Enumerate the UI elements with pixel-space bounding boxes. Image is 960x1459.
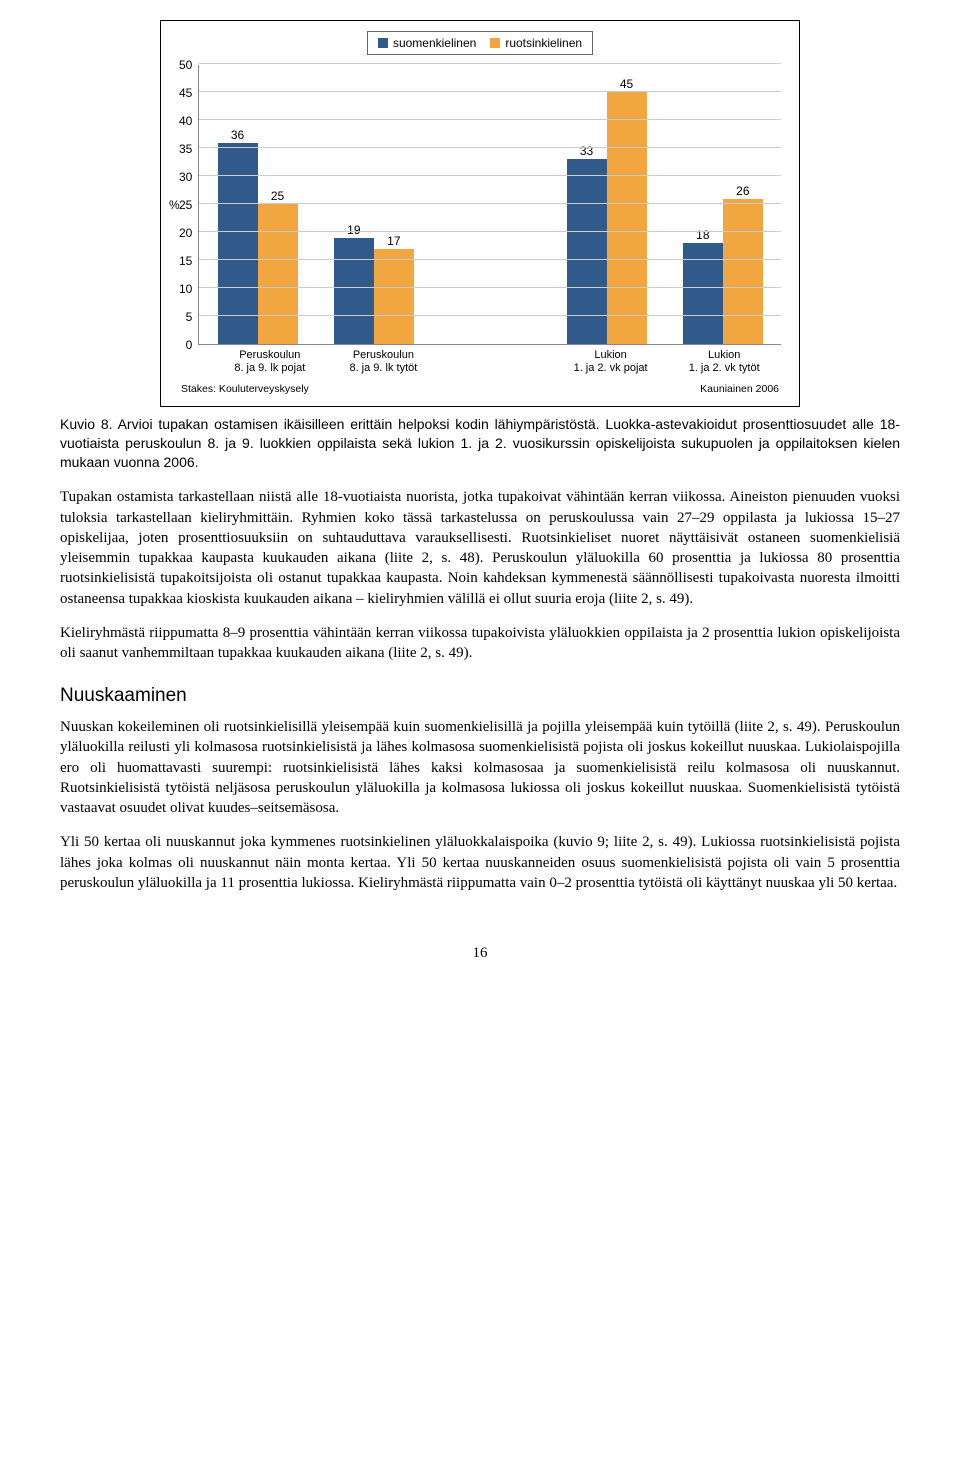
grid-line bbox=[199, 147, 781, 148]
x-tick-line: 1. ja 2. vk tytöt bbox=[667, 362, 781, 375]
chart-footer: Stakes: Kouluterveyskysely Kauniainen 20… bbox=[181, 382, 779, 396]
legend-label: suomenkielinen bbox=[393, 35, 476, 51]
chart-container: suomenkielinen ruotsinkielinen % 50454035… bbox=[160, 20, 800, 407]
bar-value-label: 18 bbox=[683, 227, 723, 243]
paragraph-3: Nuuskan kokeileminen oli ruotsinkielisil… bbox=[60, 717, 900, 818]
x-tick-line: Lukion bbox=[554, 349, 668, 362]
bar: 25 bbox=[258, 204, 298, 344]
legend-item: ruotsinkielinen bbox=[490, 35, 582, 51]
grid-line bbox=[199, 63, 781, 64]
bar: 19 bbox=[334, 238, 374, 344]
bar: 36 bbox=[218, 143, 258, 345]
bar-value-label: 45 bbox=[607, 76, 647, 92]
grid-line bbox=[199, 259, 781, 260]
x-tick-line: 8. ja 9. lk tytöt bbox=[327, 362, 441, 375]
bar-group: 3625 bbox=[199, 65, 315, 344]
bar-value-label: 19 bbox=[334, 222, 374, 238]
x-tick: Peruskoulun8. ja 9. lk tytöt bbox=[327, 349, 441, 375]
grid-line bbox=[199, 119, 781, 120]
bar-value-label: 25 bbox=[258, 188, 298, 204]
grid-line bbox=[199, 287, 781, 288]
bars-layer: 3625191733451826 bbox=[199, 65, 781, 344]
legend-swatch bbox=[378, 38, 388, 48]
figure-caption: Kuvio 8. Arvioi tupakan ostamisen ikäisi… bbox=[60, 415, 900, 472]
x-tick: Lukion1. ja 2. vk tytöt bbox=[667, 349, 781, 375]
plot-area: 3625191733451826 bbox=[198, 65, 781, 345]
x-tick-line: Peruskoulun bbox=[327, 349, 441, 362]
paragraph-1: Tupakan ostamista tarkastellaan niistä a… bbox=[60, 487, 900, 609]
x-tick: Peruskoulun8. ja 9. lk pojat bbox=[213, 349, 327, 375]
bar-group: 1917 bbox=[316, 65, 432, 344]
x-tick: Lukion1. ja 2. vk pojat bbox=[554, 349, 668, 375]
bar: 26 bbox=[723, 199, 763, 345]
legend-label: ruotsinkielinen bbox=[505, 35, 582, 51]
x-tick-line: Lukion bbox=[667, 349, 781, 362]
x-axis: Peruskoulun8. ja 9. lk pojatPeruskoulun8… bbox=[213, 349, 781, 375]
bar-group: 1826 bbox=[665, 65, 781, 344]
bar-value-label: 33 bbox=[567, 143, 607, 159]
bar-value-label: 26 bbox=[723, 183, 763, 199]
y-axis-label: % bbox=[169, 197, 180, 213]
bar-value-label: 17 bbox=[374, 233, 414, 249]
grid-line bbox=[199, 315, 781, 316]
bar-group: 3345 bbox=[548, 65, 664, 344]
bar: 17 bbox=[374, 249, 414, 344]
chart-footer-right: Kauniainen 2006 bbox=[700, 382, 779, 396]
grid-line bbox=[199, 91, 781, 92]
paragraph-4: Yli 50 kertaa oli nuuskannut joka kymmen… bbox=[60, 832, 900, 893]
heading-nuuskaaminen: Nuuskaaminen bbox=[60, 683, 900, 709]
grid-line bbox=[199, 175, 781, 176]
x-tick bbox=[440, 349, 554, 375]
bar: 45 bbox=[607, 92, 647, 344]
chart-footer-left: Stakes: Kouluterveyskysely bbox=[181, 382, 309, 396]
x-tick-line: 8. ja 9. lk pojat bbox=[213, 362, 327, 375]
chart-plot-row: % 50454035302520151050 3625191733451826 bbox=[179, 65, 781, 345]
legend-item: suomenkielinen bbox=[378, 35, 476, 51]
x-tick-line: Peruskoulun bbox=[213, 349, 327, 362]
grid-line bbox=[199, 203, 781, 204]
y-axis: % 50454035302520151050 bbox=[179, 65, 198, 345]
chart-legend: suomenkielinen ruotsinkielinen bbox=[367, 31, 593, 55]
page-number: 16 bbox=[60, 943, 900, 963]
bar-group bbox=[432, 65, 548, 344]
bar: 33 bbox=[567, 159, 607, 344]
bar-value-label: 36 bbox=[218, 127, 258, 143]
legend-swatch bbox=[490, 38, 500, 48]
paragraph-2: Kieliryhmästä riippumatta 8–9 prosenttia… bbox=[60, 623, 900, 664]
grid-line bbox=[199, 231, 781, 232]
x-tick-line: 1. ja 2. vk pojat bbox=[554, 362, 668, 375]
